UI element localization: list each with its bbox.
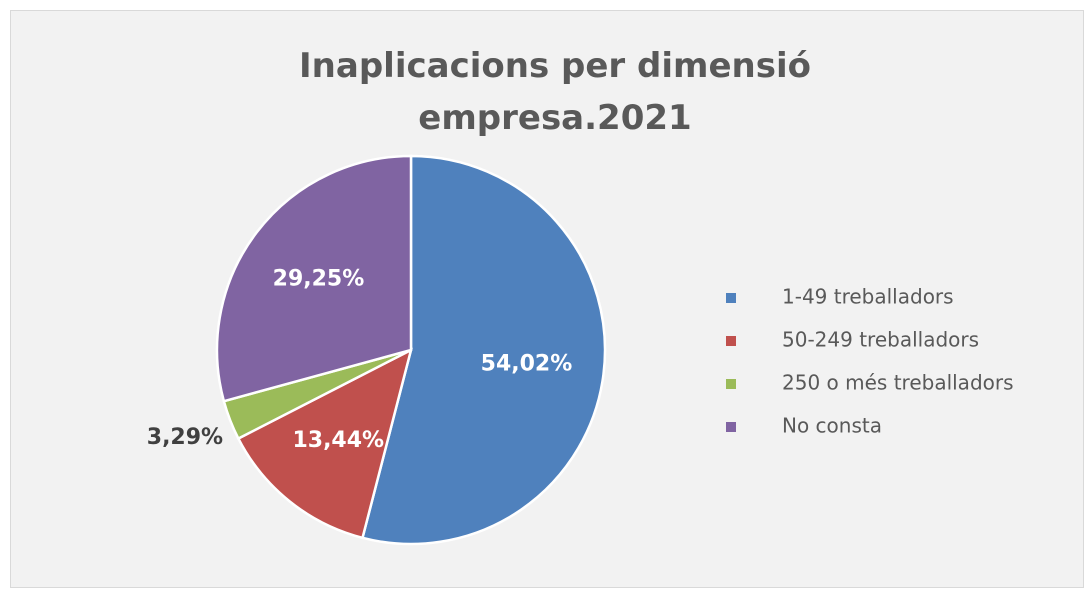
data-label: 13,44% bbox=[292, 428, 384, 453]
legend-label: No consta bbox=[782, 414, 882, 438]
data-label: 29,25% bbox=[273, 266, 365, 291]
legend-label: 50-249 treballadors bbox=[782, 328, 979, 352]
data-label: 3,29% bbox=[147, 425, 223, 450]
chart-title: Inaplicacions per dimensió empresa.2021 bbox=[299, 46, 811, 138]
pie-slice bbox=[360, 154, 607, 546]
legend-marker bbox=[726, 293, 736, 303]
data-label: 54,02% bbox=[481, 352, 573, 377]
pie-slice bbox=[236, 347, 413, 540]
legend-marker bbox=[726, 379, 736, 389]
legend-label: 1-49 treballadors bbox=[782, 285, 954, 309]
legend-label: 250 o més treballadors bbox=[782, 371, 1014, 395]
legend-marker bbox=[726, 422, 736, 432]
pie-slice bbox=[215, 154, 413, 403]
legend-marker bbox=[726, 336, 736, 346]
